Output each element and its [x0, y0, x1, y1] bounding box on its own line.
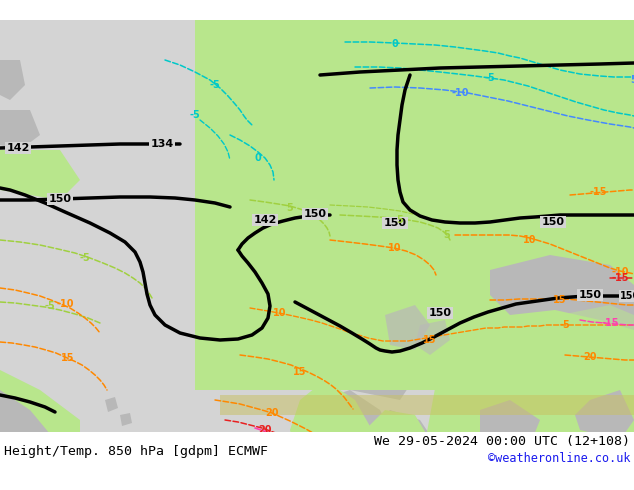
Text: Height/Temp. 850 hPa [gdpm] ECMWF: Height/Temp. 850 hPa [gdpm] ECMWF: [4, 444, 268, 458]
Polygon shape: [0, 370, 80, 470]
Text: -10: -10: [611, 267, 629, 277]
Text: 15: 15: [61, 353, 75, 363]
Polygon shape: [195, 290, 295, 390]
Polygon shape: [385, 305, 430, 350]
Text: 150: 150: [578, 290, 602, 300]
Text: 10: 10: [523, 235, 537, 245]
Polygon shape: [105, 397, 118, 412]
Polygon shape: [355, 410, 440, 470]
Text: 25: 25: [294, 445, 306, 455]
Text: 15: 15: [553, 295, 567, 305]
Text: 5: 5: [287, 203, 294, 213]
Text: -5: -5: [190, 110, 200, 120]
Polygon shape: [350, 340, 420, 400]
Text: 150: 150: [429, 308, 451, 318]
Text: 10: 10: [388, 243, 402, 253]
Text: -15: -15: [611, 273, 629, 283]
Polygon shape: [490, 255, 634, 330]
Text: 5: 5: [631, 75, 634, 85]
Polygon shape: [290, 380, 375, 470]
Text: 20: 20: [258, 425, 272, 435]
Text: 20: 20: [265, 408, 279, 418]
Text: We 29-05-2024 00:00 UTC (12+108): We 29-05-2024 00:00 UTC (12+108): [374, 436, 630, 448]
Polygon shape: [0, 110, 40, 150]
Text: 10: 10: [273, 308, 287, 318]
Text: 150: 150: [620, 291, 634, 301]
Text: -15: -15: [601, 318, 619, 328]
Polygon shape: [0, 150, 80, 200]
Text: -5: -5: [560, 320, 571, 330]
Polygon shape: [600, 30, 634, 70]
Text: 150: 150: [541, 217, 564, 227]
Polygon shape: [325, 325, 348, 355]
Text: 20: 20: [583, 352, 597, 362]
Text: -5: -5: [44, 301, 55, 311]
Text: -5: -5: [210, 80, 221, 90]
Text: 5: 5: [444, 230, 450, 240]
Polygon shape: [298, 175, 400, 260]
Text: 15: 15: [424, 335, 437, 345]
Polygon shape: [120, 413, 132, 426]
Text: 142: 142: [6, 143, 30, 153]
Text: 25: 25: [268, 452, 281, 462]
Polygon shape: [555, 305, 634, 340]
Polygon shape: [220, 395, 634, 415]
Text: 0: 0: [255, 153, 261, 163]
Polygon shape: [245, 215, 285, 265]
Text: 150: 150: [48, 194, 72, 204]
Polygon shape: [305, 390, 395, 470]
Text: 15: 15: [294, 367, 307, 377]
Polygon shape: [0, 20, 634, 470]
Polygon shape: [420, 420, 500, 470]
Text: 134: 134: [150, 139, 174, 149]
Text: ©weatheronline.co.uk: ©weatheronline.co.uk: [488, 452, 630, 466]
Polygon shape: [298, 175, 400, 260]
Polygon shape: [308, 295, 335, 335]
Text: 150: 150: [384, 218, 406, 228]
Polygon shape: [350, 410, 430, 470]
Polygon shape: [310, 35, 634, 470]
Text: 142: 142: [254, 215, 276, 225]
Text: -5: -5: [484, 73, 495, 83]
Text: 0: 0: [392, 39, 398, 49]
Polygon shape: [575, 390, 634, 440]
Polygon shape: [0, 60, 25, 100]
Polygon shape: [480, 400, 540, 445]
Polygon shape: [330, 30, 410, 160]
Text: -10: -10: [451, 88, 469, 98]
Text: -10: -10: [56, 299, 74, 309]
Polygon shape: [258, 210, 295, 250]
Text: -15: -15: [589, 187, 607, 197]
Polygon shape: [0, 390, 55, 470]
Polygon shape: [195, 290, 295, 390]
Text: 5: 5: [397, 215, 403, 225]
Polygon shape: [415, 320, 450, 355]
Polygon shape: [260, 170, 295, 200]
Polygon shape: [195, 20, 634, 390]
Text: -5: -5: [80, 253, 91, 263]
Polygon shape: [0, 432, 634, 470]
Text: 150: 150: [304, 209, 327, 219]
